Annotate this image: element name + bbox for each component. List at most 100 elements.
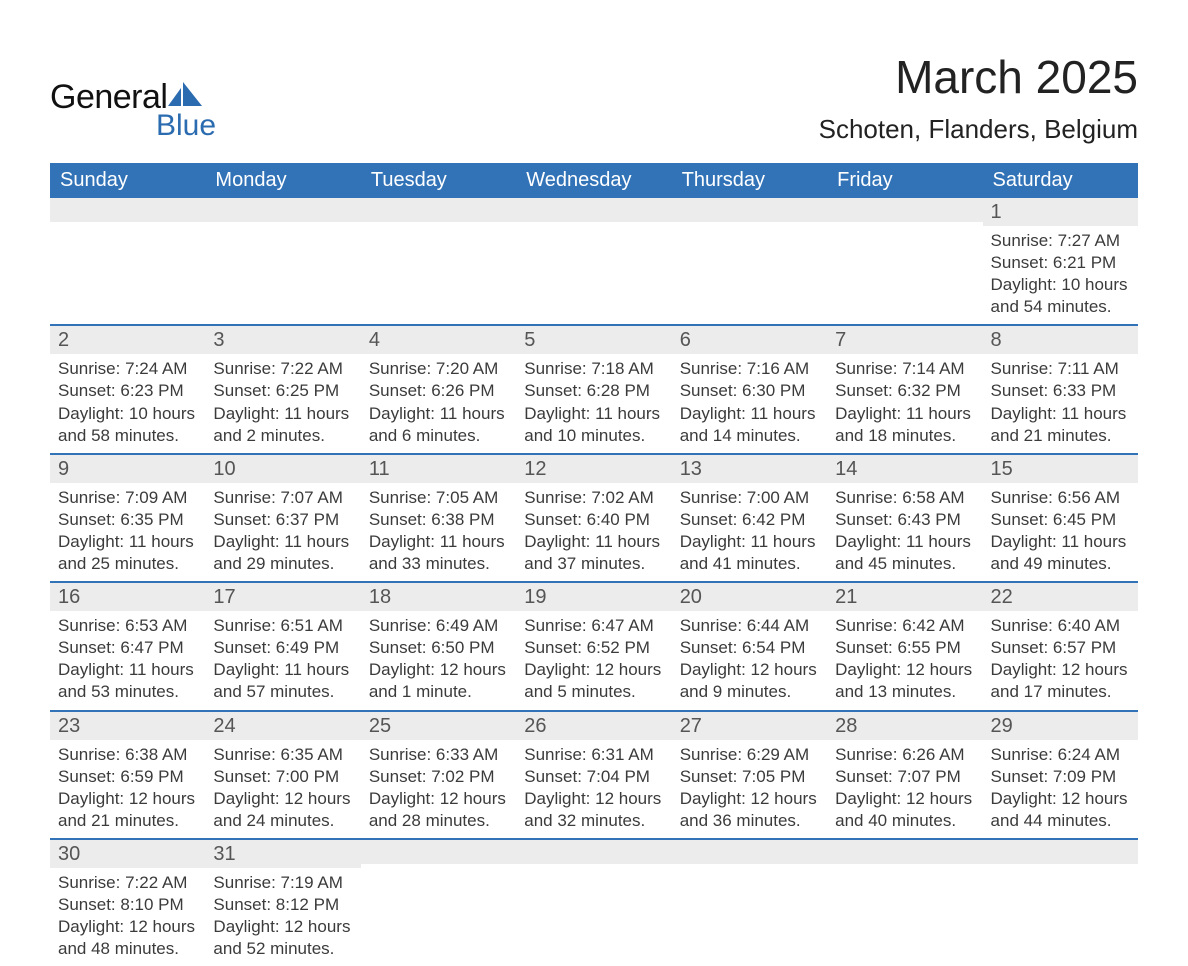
- day-number: 2: [50, 326, 205, 354]
- day-details: Sunrise: 7:05 AMSunset: 6:38 PMDaylight:…: [361, 483, 516, 581]
- day-d1: Daylight: 12 hours: [680, 788, 819, 810]
- day-sr: Sunrise: 7:22 AM: [213, 358, 352, 380]
- weekday-header: Friday: [827, 163, 982, 198]
- day-sr: Sunrise: 7:05 AM: [369, 487, 508, 509]
- calendar-cell: 3Sunrise: 7:22 AMSunset: 6:25 PMDaylight…: [205, 325, 360, 453]
- day-number: 24: [205, 712, 360, 740]
- weekday-header: Sunday: [50, 163, 205, 198]
- day-number: 31: [205, 840, 360, 868]
- day-d1: Daylight: 11 hours: [991, 403, 1130, 425]
- day-d2: and 13 minutes.: [835, 681, 974, 703]
- day-number: 7: [827, 326, 982, 354]
- day-d1: Daylight: 11 hours: [835, 403, 974, 425]
- day-ss: Sunset: 6:57 PM: [991, 637, 1130, 659]
- calendar-cell: 20Sunrise: 6:44 AMSunset: 6:54 PMDayligh…: [672, 582, 827, 710]
- day-details: [361, 864, 516, 874]
- day-ss: Sunset: 7:09 PM: [991, 766, 1130, 788]
- weekday-header: Thursday: [672, 163, 827, 198]
- day-ss: Sunset: 6:30 PM: [680, 380, 819, 402]
- day-sr: Sunrise: 7:19 AM: [213, 872, 352, 894]
- day-number: [205, 198, 360, 222]
- day-details: Sunrise: 7:00 AMSunset: 6:42 PMDaylight:…: [672, 483, 827, 581]
- day-details: [827, 864, 982, 874]
- calendar-cell: [983, 839, 1138, 966]
- calendar-cell: 26Sunrise: 6:31 AMSunset: 7:04 PMDayligh…: [516, 711, 671, 839]
- day-d2: and 2 minutes.: [213, 425, 352, 447]
- day-details: Sunrise: 7:27 AMSunset: 6:21 PMDaylight:…: [983, 226, 1138, 324]
- day-details: Sunrise: 6:42 AMSunset: 6:55 PMDaylight:…: [827, 611, 982, 709]
- day-d2: and 57 minutes.: [213, 681, 352, 703]
- calendar-cell: 19Sunrise: 6:47 AMSunset: 6:52 PMDayligh…: [516, 582, 671, 710]
- calendar-cell: 13Sunrise: 7:00 AMSunset: 6:42 PMDayligh…: [672, 454, 827, 582]
- day-d2: and 37 minutes.: [524, 553, 663, 575]
- day-details: Sunrise: 7:11 AMSunset: 6:33 PMDaylight:…: [983, 354, 1138, 452]
- day-d2: and 40 minutes.: [835, 810, 974, 832]
- calendar-row: 23Sunrise: 6:38 AMSunset: 6:59 PMDayligh…: [50, 711, 1138, 839]
- day-number: [672, 840, 827, 864]
- day-number: 23: [50, 712, 205, 740]
- day-sr: Sunrise: 6:58 AM: [835, 487, 974, 509]
- day-number: 5: [516, 326, 671, 354]
- day-number: 9: [50, 455, 205, 483]
- day-details: Sunrise: 7:22 AMSunset: 6:25 PMDaylight:…: [205, 354, 360, 452]
- day-d2: and 9 minutes.: [680, 681, 819, 703]
- calendar-row: 30Sunrise: 7:22 AMSunset: 8:10 PMDayligh…: [50, 839, 1138, 966]
- calendar-row: 2Sunrise: 7:24 AMSunset: 6:23 PMDaylight…: [50, 325, 1138, 453]
- day-details: Sunrise: 6:53 AMSunset: 6:47 PMDaylight:…: [50, 611, 205, 709]
- day-d1: Daylight: 11 hours: [213, 531, 352, 553]
- day-ss: Sunset: 6:23 PM: [58, 380, 197, 402]
- day-d1: Daylight: 11 hours: [524, 403, 663, 425]
- day-details: Sunrise: 7:14 AMSunset: 6:32 PMDaylight:…: [827, 354, 982, 452]
- day-number: 25: [361, 712, 516, 740]
- day-sr: Sunrise: 7:22 AM: [58, 872, 197, 894]
- day-details: Sunrise: 6:24 AMSunset: 7:09 PMDaylight:…: [983, 740, 1138, 838]
- calendar-cell: 24Sunrise: 6:35 AMSunset: 7:00 PMDayligh…: [205, 711, 360, 839]
- calendar-cell: [205, 198, 360, 325]
- day-sr: Sunrise: 6:26 AM: [835, 744, 974, 766]
- calendar-cell: 12Sunrise: 7:02 AMSunset: 6:40 PMDayligh…: [516, 454, 671, 582]
- day-number: [983, 840, 1138, 864]
- calendar-cell: 18Sunrise: 6:49 AMSunset: 6:50 PMDayligh…: [361, 582, 516, 710]
- day-sr: Sunrise: 7:27 AM: [991, 230, 1130, 252]
- day-number: 10: [205, 455, 360, 483]
- day-number: 13: [672, 455, 827, 483]
- day-d2: and 41 minutes.: [680, 553, 819, 575]
- day-details: Sunrise: 6:35 AMSunset: 7:00 PMDaylight:…: [205, 740, 360, 838]
- day-number: 11: [361, 455, 516, 483]
- day-number: 21: [827, 583, 982, 611]
- day-d2: and 18 minutes.: [835, 425, 974, 447]
- calendar-cell: 28Sunrise: 6:26 AMSunset: 7:07 PMDayligh…: [827, 711, 982, 839]
- calendar-cell: [516, 198, 671, 325]
- day-d2: and 10 minutes.: [524, 425, 663, 447]
- day-d2: and 45 minutes.: [835, 553, 974, 575]
- day-d1: Daylight: 12 hours: [524, 659, 663, 681]
- day-number: 3: [205, 326, 360, 354]
- day-details: [205, 222, 360, 232]
- day-d2: and 58 minutes.: [58, 425, 197, 447]
- day-d1: Daylight: 12 hours: [58, 788, 197, 810]
- day-details: Sunrise: 7:22 AMSunset: 8:10 PMDaylight:…: [50, 868, 205, 966]
- calendar-cell: 10Sunrise: 7:07 AMSunset: 6:37 PMDayligh…: [205, 454, 360, 582]
- day-ss: Sunset: 7:07 PM: [835, 766, 974, 788]
- day-number: [50, 198, 205, 222]
- day-details: Sunrise: 6:58 AMSunset: 6:43 PMDaylight:…: [827, 483, 982, 581]
- day-ss: Sunset: 6:50 PM: [369, 637, 508, 659]
- day-sr: Sunrise: 7:20 AM: [369, 358, 508, 380]
- day-d1: Daylight: 11 hours: [369, 403, 508, 425]
- day-sr: Sunrise: 7:24 AM: [58, 358, 197, 380]
- day-details: Sunrise: 7:24 AMSunset: 6:23 PMDaylight:…: [50, 354, 205, 452]
- day-sr: Sunrise: 6:29 AM: [680, 744, 819, 766]
- calendar-cell: 2Sunrise: 7:24 AMSunset: 6:23 PMDaylight…: [50, 325, 205, 453]
- day-number: 29: [983, 712, 1138, 740]
- day-d2: and 1 minute.: [369, 681, 508, 703]
- day-details: Sunrise: 6:40 AMSunset: 6:57 PMDaylight:…: [983, 611, 1138, 709]
- day-d1: Daylight: 11 hours: [680, 531, 819, 553]
- day-details: [516, 864, 671, 874]
- day-sr: Sunrise: 7:18 AM: [524, 358, 663, 380]
- header-row: General Blue March 2025 Schoten, Flander…: [50, 50, 1138, 145]
- day-details: [672, 222, 827, 232]
- day-ss: Sunset: 6:59 PM: [58, 766, 197, 788]
- day-sr: Sunrise: 6:47 AM: [524, 615, 663, 637]
- day-details: Sunrise: 6:29 AMSunset: 7:05 PMDaylight:…: [672, 740, 827, 838]
- day-number: [516, 840, 671, 864]
